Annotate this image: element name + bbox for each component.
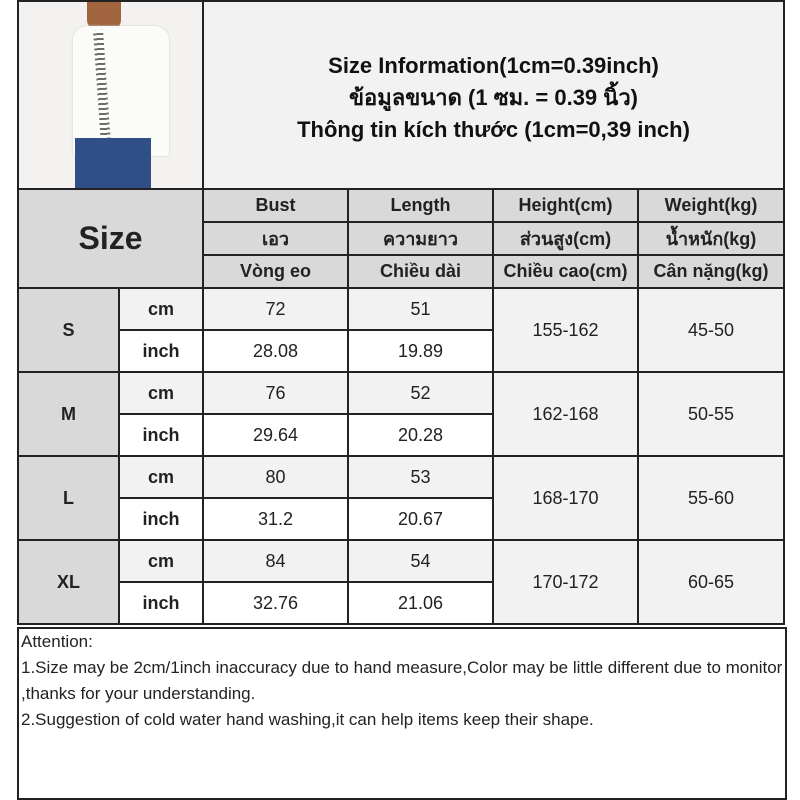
table-row-M-inch: inch 29.64 20.28 — [18, 413, 784, 457]
col-length-vi: Chiều dài — [347, 254, 494, 289]
col-length-th: ความยาว — [347, 221, 494, 256]
col-bust-th: เอว — [202, 221, 349, 256]
bust-inch: 29.64 — [202, 413, 349, 457]
length-inch: 19.89 — [347, 329, 494, 373]
table-row-M-cm: M cm 76 52 162-168 50-55 — [17, 371, 785, 457]
bust-inch: 32.76 — [202, 581, 349, 625]
weight-range: 50-55 — [637, 371, 785, 457]
table-row-L-inch: inch 31.2 20.67 — [18, 497, 784, 541]
attention-notes: Attention: 1.Size may be 2cm/1inch inacc… — [17, 627, 787, 800]
length-cm: 51 — [347, 287, 494, 331]
unit-inch: inch — [118, 497, 204, 541]
length-inch: 20.28 — [347, 413, 494, 457]
col-weight-th: น้ำหนัก(kg) — [637, 221, 785, 256]
col-weight-vi: Cân nặng(kg) — [637, 254, 785, 289]
unit-inch: inch — [118, 329, 204, 373]
length-cm: 52 — [347, 371, 494, 415]
col-bust-en: Bust — [202, 188, 349, 223]
unit-cm: cm — [118, 287, 204, 331]
bust-cm: 80 — [202, 455, 349, 499]
title-vietnamese: Thông tin kích thước (1cm=0,39 inch) — [297, 117, 690, 142]
length-inch: 21.06 — [347, 581, 494, 625]
size-chart: Size Information(1cm=0.39inch) ข้อมูลขนา… — [17, 0, 785, 625]
height-range: 162-168 — [492, 371, 639, 457]
bust-cm: 72 — [202, 287, 349, 331]
col-bust-vi: Vòng eo — [202, 254, 349, 289]
unit-cm: cm — [118, 371, 204, 415]
unit-inch: inch — [118, 581, 204, 625]
title-thai: ข้อมูลขนาด (1 ซม. = 0.39 นิ้ว) — [348, 85, 638, 110]
notes-heading: Attention: — [21, 632, 93, 651]
bust-cm: 84 — [202, 539, 349, 583]
size-label: XL — [17, 539, 120, 625]
unit-cm: cm — [118, 539, 204, 583]
note-1: 1.Size may be 2cm/1inch inaccuracy due t… — [21, 658, 783, 703]
note-2: 2.Suggestion of cold water hand washing,… — [21, 710, 594, 729]
height-range: 170-172 — [492, 539, 639, 625]
length-cm: 54 — [347, 539, 494, 583]
unit-inch: inch — [118, 413, 204, 457]
size-label: M — [17, 371, 120, 457]
col-height-th: ส่วนสูง(cm) — [492, 221, 639, 256]
product-photo — [17, 0, 204, 190]
col-height-en: Height(cm) — [492, 188, 639, 223]
size-header: Size — [17, 188, 204, 289]
size-info-title: Size Information(1cm=0.39inch) ข้อมูลขนา… — [202, 0, 785, 190]
weight-range: 45-50 — [637, 287, 785, 373]
table-row-S-inch: inch 28.08 19.89 — [18, 329, 784, 373]
size-label: L — [17, 455, 120, 541]
weight-range: 55-60 — [637, 455, 785, 541]
col-length-en: Length — [347, 188, 494, 223]
bust-inch: 28.08 — [202, 329, 349, 373]
height-range: 155-162 — [492, 287, 639, 373]
height-range: 168-170 — [492, 455, 639, 541]
weight-range: 60-65 — [637, 539, 785, 625]
bust-inch: 31.2 — [202, 497, 349, 541]
length-inch: 20.67 — [347, 497, 494, 541]
col-height-vi: Chiều cao(cm) — [492, 254, 639, 289]
size-table: Size Information(1cm=0.39inch) ข้อมูลขนา… — [17, 0, 785, 625]
length-cm: 53 — [347, 455, 494, 499]
bust-cm: 76 — [202, 371, 349, 415]
title-english: Size Information(1cm=0.39inch) — [328, 53, 659, 78]
table-row-S-cm: S cm 72 51 155-162 45-50 — [17, 287, 785, 373]
unit-cm: cm — [118, 455, 204, 499]
col-weight-en: Weight(kg) — [637, 188, 785, 223]
table-row-XL-inch: inch 32.76 21.06 — [18, 581, 784, 625]
table-row-L-cm: L cm 80 53 168-170 55-60 — [17, 455, 785, 541]
table-row-XL-cm: XL cm 84 54 170-172 60-65 — [17, 539, 785, 625]
size-label: S — [17, 287, 120, 373]
